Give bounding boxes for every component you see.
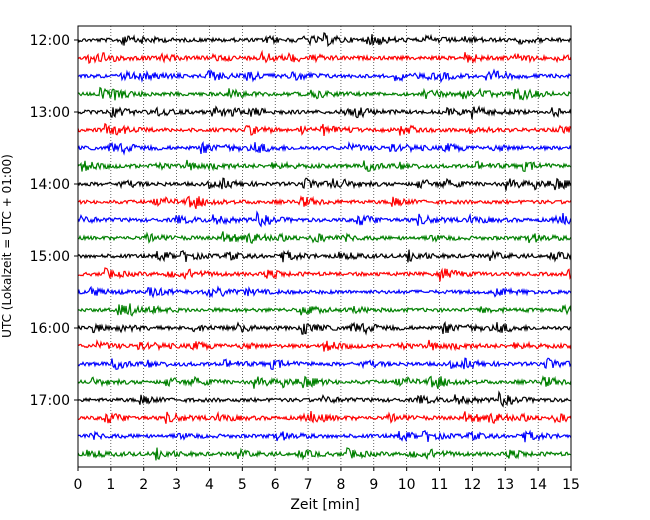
x-tick-label: 10 — [398, 477, 416, 493]
x-tick-label: 6 — [271, 477, 280, 493]
x-axis-ticks: 0 1 2 3 4 5 6 7 8 9 10 11 12 13 14 15 — [74, 467, 580, 493]
x-tick-label: 5 — [238, 477, 247, 493]
x-tick-label: 12 — [463, 477, 481, 493]
y-tick-label: 14:00 — [30, 177, 70, 193]
x-tick-label: 15 — [562, 477, 580, 493]
y-tick-label: 13:00 — [30, 105, 70, 121]
trace-1500 — [77, 249, 572, 263]
trace-1615 — [77, 338, 572, 352]
trace-1430 — [77, 210, 572, 228]
x-tick-label: 13 — [496, 477, 514, 493]
trace-1345 — [77, 159, 572, 172]
trace-1315 — [77, 122, 572, 136]
x-tick-label: 4 — [205, 477, 214, 493]
x-tick-label: 3 — [172, 477, 181, 493]
x-tick-label: 2 — [139, 477, 148, 493]
trace-1415 — [77, 195, 572, 210]
x-tick-label: 9 — [369, 477, 378, 493]
trace-1545 — [77, 303, 572, 317]
plot-frame — [77, 25, 572, 468]
x-tick-label: 8 — [336, 477, 345, 493]
trace-1600 — [77, 321, 572, 336]
y-axis-ticks: 12:00 13:00 14:00 15:00 16:00 17:00 — [30, 33, 78, 409]
trace-1530 — [77, 285, 572, 299]
y-tick-label: 17:00 — [30, 393, 70, 409]
trace-1330 — [77, 140, 572, 156]
trace-1515 — [77, 267, 572, 282]
trace-1200 — [77, 32, 572, 48]
trace-1245 — [77, 86, 572, 101]
y-tick-label: 12:00 — [30, 33, 70, 49]
trace-1445 — [77, 231, 572, 244]
x-tick-label: 14 — [529, 477, 547, 493]
x-tick-label: 11 — [431, 477, 449, 493]
trace-1400 — [77, 177, 572, 191]
trace-1645 — [77, 375, 572, 390]
x-tick-label: 0 — [74, 477, 83, 493]
y-tick-label: 15:00 — [30, 249, 70, 265]
x-tick-label: 1 — [106, 477, 115, 493]
seismic-traces — [77, 32, 572, 461]
trace-1715 — [77, 410, 572, 424]
x-axis-label: Zeit [min] — [290, 497, 359, 513]
trace-1745 — [77, 447, 572, 461]
y-tick-label: 16:00 — [30, 321, 70, 337]
x-tick-label: 7 — [304, 477, 313, 493]
y-axis-label: UTC (Lokalzeit = UTC + 01:00) — [0, 154, 14, 338]
trace-1300 — [77, 105, 572, 120]
trace-1730 — [77, 429, 572, 443]
trace-1700 — [77, 390, 572, 408]
trace-1230 — [77, 68, 572, 84]
trace-1215 — [77, 49, 572, 64]
trace-1630 — [77, 357, 572, 370]
